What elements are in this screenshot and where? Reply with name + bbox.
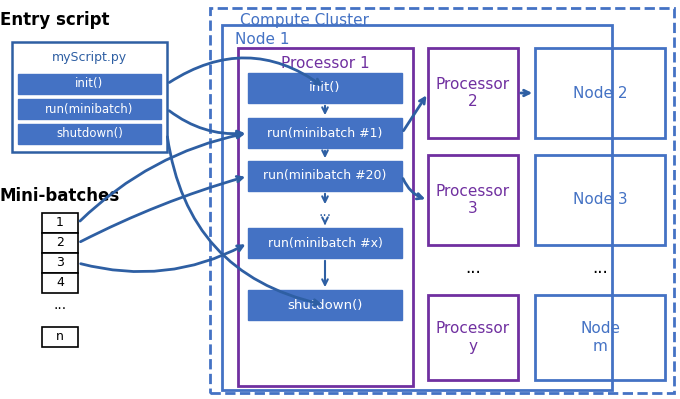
Text: 3: 3 <box>56 257 64 269</box>
Text: Node
m: Node m <box>580 321 620 354</box>
Text: ...: ... <box>592 259 608 277</box>
Text: Processor 1: Processor 1 <box>282 57 370 71</box>
Bar <box>42 213 78 233</box>
Text: Processor
3: Processor 3 <box>436 184 510 216</box>
Text: Compute Cluster: Compute Cluster <box>241 14 369 28</box>
Bar <box>535 155 665 245</box>
Text: run(minibatch #1): run(minibatch #1) <box>267 126 383 140</box>
Text: shutdown(): shutdown() <box>288 298 362 312</box>
Bar <box>248 161 402 191</box>
Bar <box>42 253 78 273</box>
Text: 4: 4 <box>56 277 64 290</box>
Bar <box>12 42 167 152</box>
Bar <box>42 327 78 347</box>
Bar <box>248 290 402 320</box>
Bar <box>535 48 665 138</box>
Text: init(): init() <box>75 77 103 91</box>
Bar <box>18 124 161 144</box>
Text: 1: 1 <box>56 217 64 229</box>
Bar <box>42 233 78 253</box>
Text: Mini-batches: Mini-batches <box>0 187 120 205</box>
Bar <box>18 74 161 94</box>
Text: run(minibatch #20): run(minibatch #20) <box>263 170 387 182</box>
Bar <box>428 295 518 380</box>
Text: Processor
2: Processor 2 <box>436 77 510 109</box>
Text: run(minibatch): run(minibatch) <box>46 103 134 115</box>
Bar <box>248 228 402 258</box>
Text: Node 3: Node 3 <box>573 192 628 207</box>
Bar <box>248 118 402 148</box>
Bar <box>18 99 161 119</box>
Text: Node 1: Node 1 <box>235 32 289 47</box>
Bar <box>248 73 402 103</box>
Text: init(): init() <box>309 81 341 95</box>
Text: shutdown(): shutdown() <box>56 128 123 140</box>
Bar <box>210 8 674 393</box>
Bar <box>42 273 78 293</box>
Text: ...: ... <box>318 205 332 219</box>
Text: ...: ... <box>465 259 481 277</box>
Bar <box>222 25 612 390</box>
Text: myScript.py: myScript.py <box>52 51 127 65</box>
Bar <box>428 48 518 138</box>
Bar <box>428 155 518 245</box>
Text: Node 2: Node 2 <box>573 85 627 101</box>
Bar <box>535 295 665 380</box>
Text: ...: ... <box>54 298 67 312</box>
Bar <box>238 48 413 386</box>
Text: run(minibatch #x): run(minibatch #x) <box>267 237 382 249</box>
Text: Entry script: Entry script <box>0 11 109 29</box>
Text: n: n <box>56 330 64 344</box>
Text: Processor
y: Processor y <box>436 321 510 354</box>
Text: 2: 2 <box>56 237 64 249</box>
